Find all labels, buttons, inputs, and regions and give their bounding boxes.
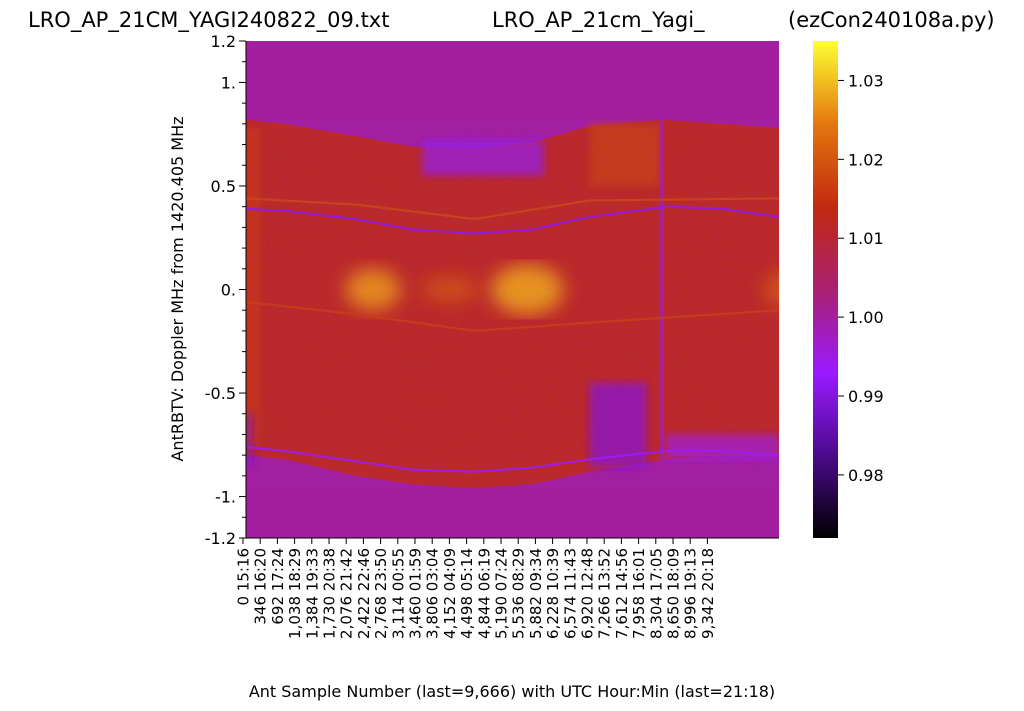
x-tick-label: 5,190 07:24 — [493, 548, 511, 639]
x-axis: 0 15:16 346 16:20 692 17:24 1,038 18:29 1,38… — [235, 537, 779, 639]
chart-title-left: LRO_AP_21CM_YAGI240822_09.txt — [28, 8, 390, 32]
colorbar: 1.03 1.02 1.01 1.00 0.99 0.98 — [813, 41, 884, 538]
x-tick-label: 2,768 23:50 — [372, 548, 390, 639]
x-tick-label: 2,422 22:46 — [355, 548, 373, 639]
y-tick-label: 0.5 — [211, 177, 236, 196]
colorbar-tick-label: 1.02 — [848, 150, 884, 169]
y-tick-label: -1.2 — [205, 529, 236, 548]
x-tick-label: 4,844 06:19 — [475, 548, 493, 639]
x-tick-label: 3,806 03:04 — [424, 548, 442, 639]
chart-title-right: (ezCon240108a.py) — [788, 8, 995, 32]
colorbar-tick-label: 0.99 — [848, 387, 884, 406]
y-tick-label: -1. — [215, 488, 236, 507]
x-tick-label: 8,304 17:05 — [647, 548, 665, 639]
x-tick-label: 2,076 21:42 — [338, 548, 356, 639]
x-tick-label: 4,498 05:14 — [458, 548, 476, 639]
x-tick-label: 1,730 20:38 — [321, 548, 339, 639]
x-tick-label: 3,460 01:59 — [407, 548, 425, 639]
x-tick-label: 4,152 04:09 — [441, 548, 459, 639]
x-tick-label: 6,920 12:48 — [579, 548, 597, 639]
x-tick-label: 7,958 16:01 — [630, 548, 648, 639]
x-tick-label: 346 16:20 — [252, 548, 270, 625]
x-tick-label: 8,650 18:09 — [665, 548, 683, 639]
colorbar-tick-label: 0.98 — [848, 466, 884, 485]
x-tick-label: 5,882 09:34 — [527, 548, 545, 639]
heatmap-plot-area — [246, 41, 779, 538]
chart-title-center: LRO_AP_21cm_Yagi_ — [492, 8, 705, 32]
colorbar-tick-label: 1.03 — [848, 71, 884, 90]
y-tick-label: 0. — [221, 281, 236, 300]
y-tick-label: -0.5 — [205, 384, 236, 403]
x-tick-label: 7,266 13:52 — [596, 548, 614, 639]
band-noise-texture — [246, 119, 779, 489]
x-tick-label: 5,536 08:29 — [510, 548, 528, 639]
colorbar-ticks: 1.03 1.02 1.01 1.00 0.99 0.98 — [838, 71, 884, 485]
x-tick-label: 8,996 19:13 — [682, 548, 700, 639]
x-tick-label: 1,384 19:33 — [303, 548, 321, 639]
y-tick-label: 1. — [221, 73, 236, 92]
y-axis-label: AntRBTV: Doppler MHz from 1420.405 MHz — [168, 116, 187, 461]
y-tick-label: 1.2 — [211, 32, 236, 51]
x-tick-label: 1,038 18:29 — [286, 548, 304, 639]
x-tick-label: 6,228 10:39 — [544, 548, 562, 639]
x-tick-label: 3,114 00:55 — [389, 548, 407, 639]
y-axis: 1.2 1. 0.5 0. -0.5 -1. -1.2 — [205, 32, 247, 548]
x-tick-label: 7,612 14:56 — [613, 548, 631, 639]
x-axis-label: Ant Sample Number (last=9,666) with UTC … — [249, 682, 775, 701]
colorbar-tick-label: 1.00 — [848, 308, 884, 327]
x-tick-label: 9,342 20:18 — [699, 548, 717, 639]
colorbar-tick-label: 1.01 — [848, 229, 884, 248]
colorbar-gradient — [813, 41, 838, 538]
x-tick-label: 0 15:16 — [235, 548, 253, 606]
x-tick-label: 692 17:24 — [269, 548, 287, 625]
x-tick-label: 6,574 11:43 — [561, 548, 579, 639]
